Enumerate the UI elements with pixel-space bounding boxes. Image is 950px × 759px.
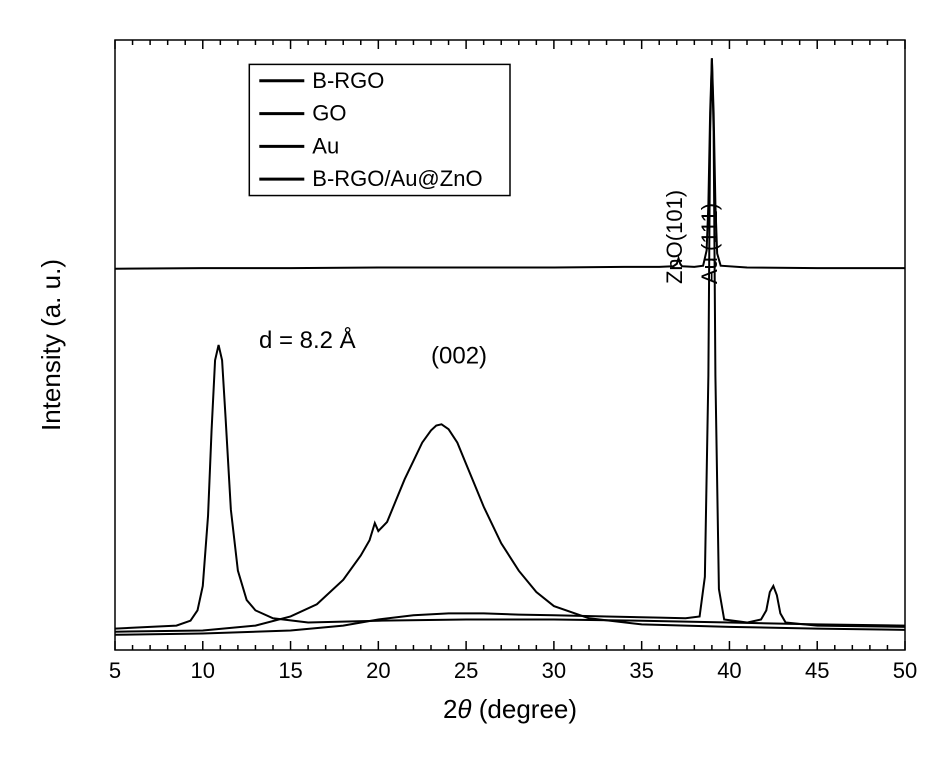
xrd-chart: 5 10 15 20 25 30 35 40 45 50 2θ (degree) Intensity …	[20, 20, 930, 739]
x-tick-label: 35	[629, 658, 653, 683]
x-tick-label: 40	[717, 658, 741, 683]
annotation-vertical: Au (111)	[697, 203, 722, 284]
x-tick-label: 15	[278, 658, 302, 683]
legend-label: B-RGO/Au@ZnO	[312, 166, 482, 191]
x-tick-label: 25	[454, 658, 478, 683]
x-axis-label: 2θ (degree)	[443, 694, 577, 724]
x-tick-label: 45	[805, 658, 829, 683]
annotation: d = 8.2 Å	[259, 326, 356, 354]
x-tick-label: 5	[109, 658, 121, 683]
legend-label: GO	[312, 101, 346, 126]
x-tick-label: 50	[893, 658, 917, 683]
annotation: (002)	[431, 342, 487, 369]
x-tick-label: 20	[366, 658, 390, 683]
annotation-vertical: ZnO(101)	[662, 190, 687, 284]
series-go	[115, 345, 905, 629]
x-tick-label: 10	[191, 658, 215, 683]
chart-svg: 5 10 15 20 25 30 35 40 45 50 2θ (degree) Intensity …	[20, 20, 930, 739]
legend-label: Au	[312, 133, 339, 158]
legend-label: B-RGO	[312, 68, 384, 93]
x-tick-label: 30	[542, 658, 566, 683]
y-axis-label: Intensity (a. u.)	[36, 259, 66, 431]
